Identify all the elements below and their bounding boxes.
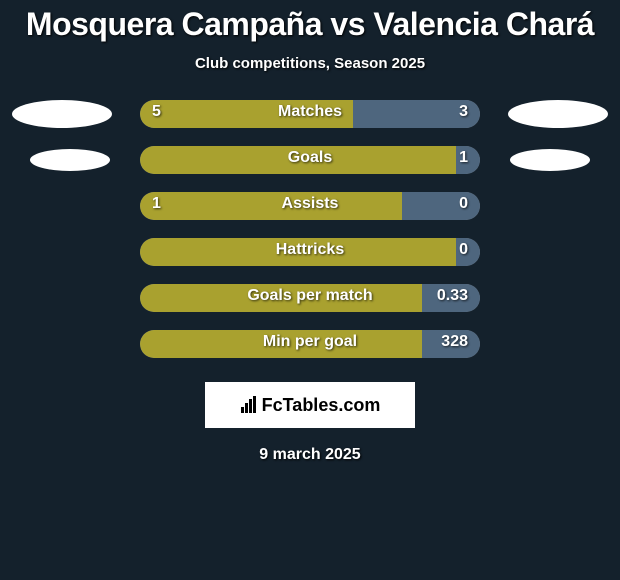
bar-track: Hattricks0 — [140, 238, 480, 266]
date-label: 9 march 2025 — [0, 446, 620, 464]
bar-track: Assists10 — [140, 192, 480, 220]
source-badge: FcTables.com — [205, 382, 415, 428]
bar-track: Min per goal328 — [140, 330, 480, 358]
comparison-chart: Matches53 Goals1 Assists10 Hattricks0 Goals … — [0, 100, 620, 376]
subtitle: Club competitions, Season 2025 — [0, 55, 620, 72]
stat-row: Matches53 — [0, 100, 620, 146]
page-title: Mosquera Campaña vs Valencia Chará — [0, 0, 620, 43]
bar-right — [456, 238, 480, 266]
bar-track: Goals per match0.33 — [140, 284, 480, 312]
bar-track: Matches53 — [140, 100, 480, 128]
bar-right — [456, 146, 480, 174]
bar-left — [140, 284, 422, 312]
bar-left — [140, 192, 402, 220]
stat-row: Goals per match0.33 — [0, 284, 620, 330]
stat-row: Goals1 — [0, 146, 620, 192]
bar-right — [422, 330, 480, 358]
bar-left — [140, 100, 353, 128]
stat-row: Hattricks0 — [0, 238, 620, 284]
bar-left — [140, 330, 422, 358]
bars-icon — [240, 396, 258, 414]
bar-left — [140, 238, 456, 266]
source-badge-text: FcTables.com — [262, 395, 381, 416]
stat-row: Assists10 — [0, 192, 620, 238]
bar-right — [353, 100, 481, 128]
stat-row: Min per goal328 — [0, 330, 620, 376]
bar-right — [402, 192, 480, 220]
bar-track: Goals1 — [140, 146, 480, 174]
bar-right — [422, 284, 480, 312]
bar-left — [140, 146, 456, 174]
